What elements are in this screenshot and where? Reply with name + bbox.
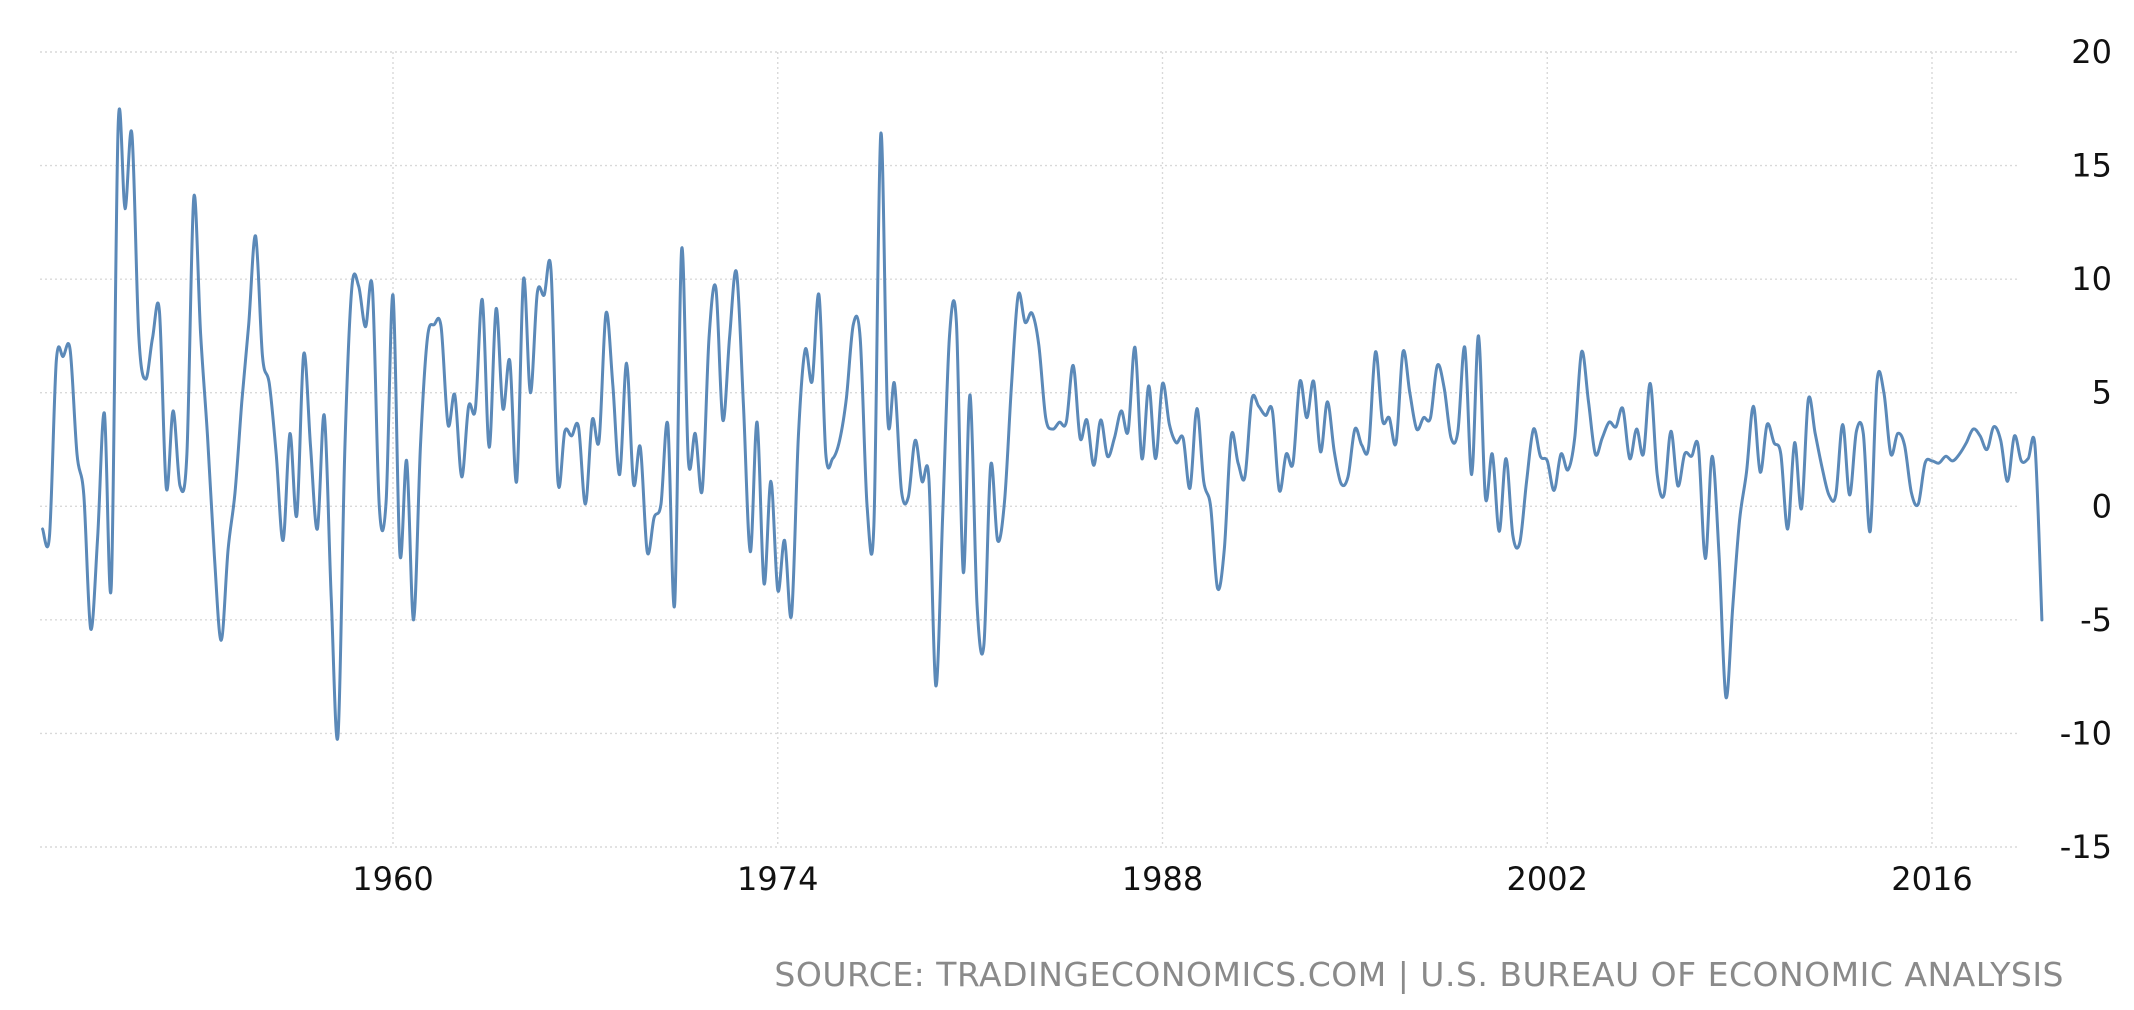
y-axis-ticks: 20 15 10 5 0 -5 -10 -15 bbox=[2060, 33, 2112, 866]
y-tick-label: -15 bbox=[2060, 828, 2112, 866]
x-tick-label: 1988 bbox=[1122, 860, 1203, 898]
y-tick-label: 0 bbox=[2092, 487, 2112, 525]
x-axis-ticks: 1960 1974 1988 2002 2016 bbox=[352, 860, 1972, 898]
x-tick-label: 1974 bbox=[737, 860, 818, 898]
x-tick-label: 2016 bbox=[1891, 860, 1972, 898]
series-line-gdp-growth bbox=[41, 107, 2044, 741]
source-note: SOURCE: TRADINGECONOMICS.COM | U.S. BURE… bbox=[774, 955, 2064, 994]
y-tick-label: -10 bbox=[2060, 714, 2112, 752]
x-tick-label: 2002 bbox=[1507, 860, 1588, 898]
y-tick-label: 20 bbox=[2071, 33, 2112, 71]
y-tick-label: 10 bbox=[2071, 260, 2112, 298]
y-tick-label: 15 bbox=[2071, 147, 2112, 185]
y-gridlines bbox=[40, 51, 2020, 848]
y-tick-label: 5 bbox=[2092, 374, 2112, 412]
series-layer bbox=[41, 107, 2044, 741]
y-tick-label: -5 bbox=[2080, 601, 2112, 639]
x-gridlines bbox=[392, 52, 1933, 847]
x-tick-label: 1960 bbox=[352, 860, 433, 898]
